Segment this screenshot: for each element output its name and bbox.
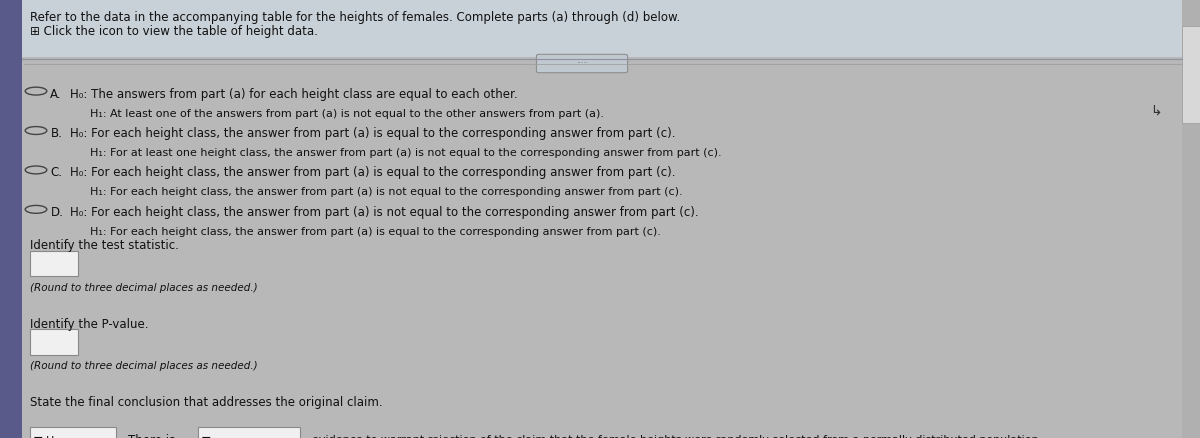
Text: Identify the test statistic.: Identify the test statistic. [30,239,179,252]
Bar [0,0,22,438]
Bar [1182,26,1200,123]
Text: (Round to three decimal places as needed.): (Round to three decimal places as needed… [30,283,258,293]
Text: B.: B. [50,127,62,140]
Bar [198,427,300,438]
Text: ↳: ↳ [1150,105,1162,119]
Text: H₁: At least one of the answers from part (a) is not equal to the other answers : H₁: At least one of the answers from par… [90,109,604,119]
Text: There is: There is [128,434,175,438]
Bar [30,329,78,355]
Text: H₀: For each height class, the answer from part (a) is equal to the correspondin: H₀: For each height class, the answer fr… [70,127,676,140]
Text: H₀: For each height class, the answer from part (a) is equal to the correspondin: H₀: For each height class, the answer fr… [70,166,676,180]
Text: C.: C. [50,166,62,180]
Text: Identify the P-value.: Identify the P-value. [30,318,149,331]
Text: H₁: For each height class, the answer from part (a) is not equal to the correspo: H₁: For each height class, the answer fr… [90,187,683,198]
Text: A.: A. [50,88,62,101]
Text: (Round to three decimal places as needed.): (Round to three decimal places as needed… [30,361,258,371]
Bar [30,427,116,438]
Text: State the final conclusion that addresses the original claim.: State the final conclusion that addresse… [30,396,383,410]
Text: ⊞ Click the icon to view the table of height data.: ⊞ Click the icon to view the table of he… [30,25,318,39]
Bar [1182,0,1200,438]
Bar [22,0,1182,57]
Text: H₁: For at least one height class, the answer from part (a) is not equal to the : H₁: For at least one height class, the a… [90,148,721,158]
Text: ▼ H₀: ▼ H₀ [34,435,59,438]
Text: ▼: ▼ [202,435,210,438]
Bar [30,251,78,276]
Text: ·····: ····· [576,59,588,68]
Text: evidence to warrant rejection of the claim that the female heights were randomly: evidence to warrant rejection of the cla… [312,435,1043,438]
Text: H₁: For each height class, the answer from part (a) is equal to the correspondin: H₁: For each height class, the answer fr… [90,227,661,237]
Text: H₀: The answers from part (a) for each height class are equal to each other.: H₀: The answers from part (a) for each h… [70,88,517,101]
FancyBboxPatch shape [536,54,628,73]
Text: D.: D. [50,206,64,219]
Text: Refer to the data in the accompanying table for the heights of females. Complete: Refer to the data in the accompanying ta… [30,11,680,24]
Text: H₀: For each height class, the answer from part (a) is not equal to the correspo: H₀: For each height class, the answer fr… [70,206,698,219]
